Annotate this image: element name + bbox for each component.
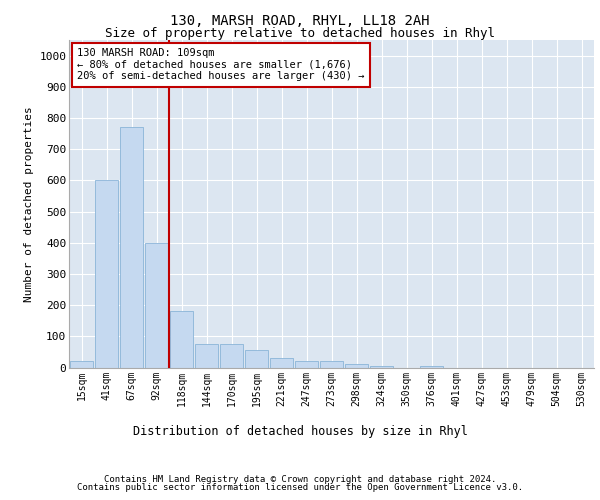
Text: Contains public sector information licensed under the Open Government Licence v3: Contains public sector information licen… [77, 484, 523, 492]
Y-axis label: Number of detached properties: Number of detached properties [23, 106, 34, 302]
Bar [70, 362, 93, 368]
Bar [270, 358, 293, 368]
Bar [370, 366, 393, 368]
Text: Contains HM Land Registry data © Crown copyright and database right 2024.: Contains HM Land Registry data © Crown c… [104, 475, 496, 484]
Bar [320, 362, 343, 368]
Text: 130 MARSH ROAD: 109sqm
← 80% of detached houses are smaller (1,676)
20% of semi-: 130 MARSH ROAD: 109sqm ← 80% of detached… [77, 48, 364, 82]
Text: 130, MARSH ROAD, RHYL, LL18 2AH: 130, MARSH ROAD, RHYL, LL18 2AH [170, 14, 430, 28]
Bar [145, 242, 168, 368]
Bar [120, 128, 143, 368]
Text: Size of property relative to detached houses in Rhyl: Size of property relative to detached ho… [105, 28, 495, 40]
Bar [345, 364, 368, 368]
Bar [245, 350, 268, 368]
Bar [420, 366, 443, 368]
Text: Distribution of detached houses by size in Rhyl: Distribution of detached houses by size … [133, 424, 467, 438]
Bar [220, 344, 243, 368]
Bar [195, 344, 218, 368]
Bar [170, 312, 193, 368]
Bar [295, 362, 318, 368]
Bar [95, 180, 118, 368]
